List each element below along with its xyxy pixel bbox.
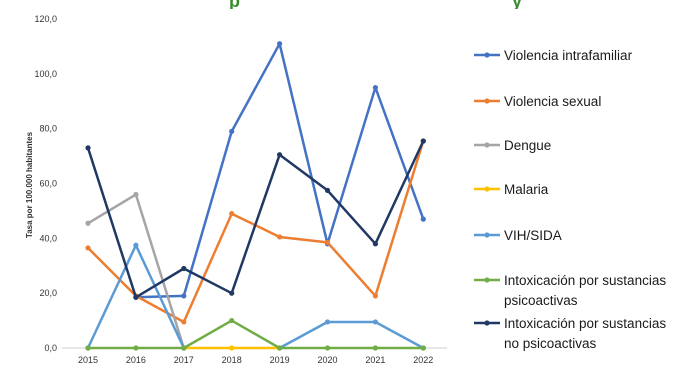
data-point — [181, 265, 187, 272]
data-point — [133, 242, 139, 248]
x-tick-label: 2017 — [174, 355, 194, 365]
legend-label: Intoxicación por sustancias — [504, 316, 666, 331]
data-point — [85, 145, 91, 151]
y-tick-labels: 0,0 20,0 40,0 60,0 80,0 100,0 120,0 — [34, 14, 57, 353]
series-line — [88, 319, 424, 350]
legend-marker — [484, 186, 490, 192]
x-tick-label: 2019 — [270, 355, 290, 365]
data-point — [181, 319, 187, 325]
legend-label: no psicoactivas — [504, 336, 597, 351]
data-point — [372, 345, 378, 351]
data-point — [229, 345, 235, 351]
data-point — [277, 234, 283, 240]
legend-marker — [484, 277, 490, 283]
x-tick-label: 2018 — [222, 355, 242, 365]
x-tick-label: 2015 — [78, 355, 98, 365]
y-tick-label: 80,0 — [39, 124, 57, 134]
data-point — [229, 290, 235, 296]
legend-label: Intoxicación por sustancias — [504, 273, 666, 288]
y-tick-label: 0,0 — [44, 343, 57, 353]
data-point — [277, 152, 283, 158]
legend-item: Violencia sexual — [474, 94, 601, 109]
data-point — [85, 220, 91, 226]
data-point — [229, 128, 235, 135]
legend-item: VIH/SIDA — [474, 228, 562, 243]
data-point — [372, 319, 378, 325]
legend-item: Intoxicación por sustancias psicoactivas — [474, 273, 666, 308]
series-layer — [85, 41, 426, 351]
x-tick-label: 2020 — [317, 355, 337, 365]
data-point — [229, 211, 235, 217]
y-tick-label: 100,0 — [34, 69, 57, 79]
legend-item: Intoxicación por sustancias no psicoactiv… — [474, 316, 666, 351]
title-fragment: p — [229, 0, 240, 9]
x-tick-label: 2022 — [413, 355, 433, 365]
data-point — [372, 84, 378, 91]
legend-label: Dengue — [504, 138, 551, 153]
series — [85, 317, 426, 351]
x-tick-label: 2016 — [126, 355, 146, 365]
data-point — [181, 345, 187, 351]
y-axis-label: Tasa por 100.000 habitantes — [25, 131, 34, 238]
series-line — [135, 42, 425, 299]
legend-label: VIH/SIDA — [504, 228, 562, 243]
legend-item: Dengue — [474, 138, 551, 153]
data-point — [324, 239, 331, 246]
legend-label: Malaria — [504, 182, 549, 197]
x-tick-labels: 2015 2016 2017 2018 2019 2020 2021 2022 — [78, 355, 433, 365]
legend-label: Violencia sexual — [504, 94, 601, 109]
legend-marker — [484, 232, 490, 238]
y-tick-label: 60,0 — [39, 179, 57, 189]
data-point — [372, 293, 378, 299]
legend-marker — [484, 98, 490, 104]
series-line — [87, 193, 185, 349]
legend-marker — [484, 52, 490, 58]
data-point — [277, 41, 283, 47]
data-point — [324, 345, 331, 351]
data-point — [133, 294, 139, 300]
y-tick-label: 20,0 — [39, 288, 57, 298]
series — [85, 138, 426, 300]
data-point — [133, 191, 139, 198]
data-point — [420, 138, 426, 144]
legend-marker — [484, 320, 490, 326]
data-point — [85, 245, 91, 251]
x-tick-label: 2021 — [365, 355, 385, 365]
data-point — [277, 345, 283, 351]
chart-title-cropped: p y — [0, 0, 677, 9]
legend-item: Violencia intrafamiliar — [474, 48, 633, 63]
legend-label: psicoactivas — [504, 293, 578, 308]
data-point — [324, 187, 331, 193]
legend-marker — [484, 142, 490, 148]
legend-item: Malaria — [474, 182, 549, 197]
legend: Violencia intrafamiliar Violencia sexual D… — [474, 48, 666, 351]
y-tick-label: 120,0 — [34, 14, 57, 24]
data-point — [420, 345, 426, 351]
data-point — [133, 345, 139, 351]
title-fragment: y — [512, 0, 522, 9]
data-point — [181, 293, 187, 299]
legend-label: Violencia intrafamiliar — [504, 48, 633, 63]
data-point — [85, 345, 91, 351]
series — [133, 41, 426, 300]
series — [181, 345, 283, 351]
series-line — [86, 140, 425, 299]
data-point — [229, 317, 235, 324]
series — [85, 191, 187, 351]
y-tick-label: 40,0 — [39, 233, 57, 243]
data-point — [372, 241, 378, 247]
data-point — [324, 319, 331, 325]
data-point — [420, 216, 426, 222]
